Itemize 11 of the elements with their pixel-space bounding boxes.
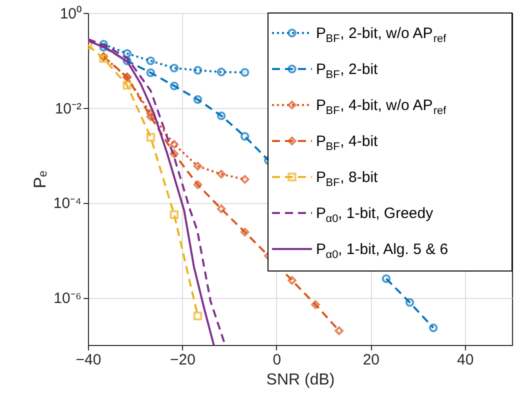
y-tick-label: 10⁻⁴	[53, 195, 82, 212]
x-tick-label: 20	[362, 352, 380, 368]
y-tick-label: 10⁻⁶	[54, 290, 82, 308]
x-tick-label: 40	[457, 352, 474, 368]
x-tick-label: 0	[272, 352, 282, 368]
x-axis-title: SNR (dB)	[266, 372, 335, 388]
y-tick-label: 10⁰	[60, 6, 82, 22]
x-tick-label: −20	[170, 352, 196, 368]
y-tick-label: 10⁻²	[54, 100, 82, 118]
x-tick-label: −40	[76, 352, 102, 368]
y-axis-title: Pₑ	[30, 170, 50, 188]
